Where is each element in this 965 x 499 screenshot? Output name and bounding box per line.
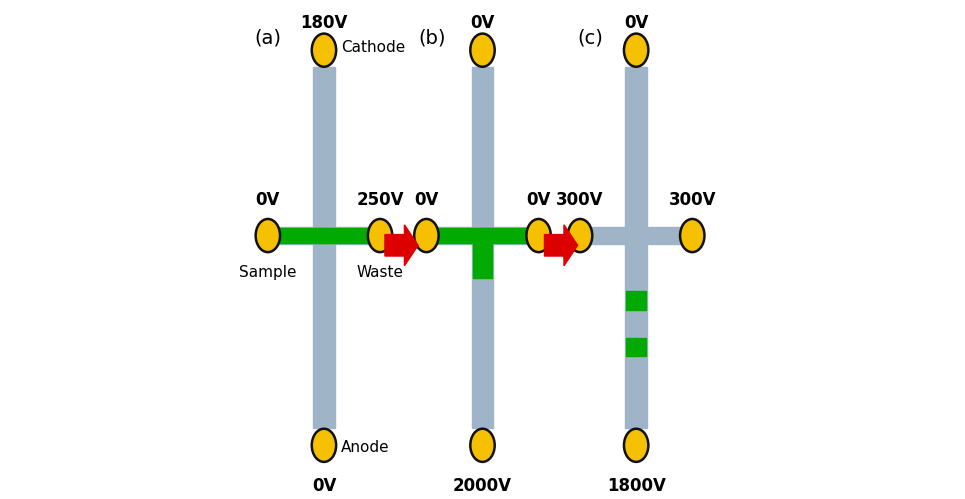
Bar	[473, 245, 492, 278]
Ellipse shape	[312, 429, 336, 462]
Ellipse shape	[414, 219, 439, 252]
Text: 300V: 300V	[556, 191, 604, 209]
Bar	[626, 291, 646, 310]
Polygon shape	[544, 225, 578, 266]
Text: (b): (b)	[418, 28, 446, 47]
Text: 180V: 180V	[300, 13, 347, 31]
Text: (a): (a)	[254, 28, 281, 47]
Ellipse shape	[680, 219, 704, 252]
Text: 0V: 0V	[470, 13, 495, 31]
Text: Cathode: Cathode	[341, 40, 405, 55]
Text: 2000V: 2000V	[453, 477, 512, 495]
Ellipse shape	[368, 219, 392, 252]
Text: Anode: Anode	[341, 440, 390, 455]
Text: 0V: 0V	[256, 191, 280, 209]
Text: 0V: 0V	[624, 13, 648, 31]
Text: 250V: 250V	[356, 191, 403, 209]
Bar	[269, 228, 378, 243]
Text: 0V: 0V	[414, 191, 438, 209]
Bar	[427, 228, 538, 243]
Bar	[427, 227, 538, 245]
Text: 1800V: 1800V	[607, 477, 666, 495]
Bar	[580, 227, 692, 245]
Ellipse shape	[470, 33, 495, 67]
Bar	[626, 337, 646, 356]
Bar	[472, 228, 493, 243]
Polygon shape	[385, 225, 418, 266]
Ellipse shape	[526, 219, 551, 252]
Bar	[314, 67, 335, 428]
Text: 0V: 0V	[527, 191, 551, 209]
Ellipse shape	[624, 33, 648, 67]
Ellipse shape	[567, 219, 593, 252]
Bar	[268, 227, 380, 245]
Ellipse shape	[256, 219, 280, 252]
Bar	[625, 67, 647, 428]
Text: 300V: 300V	[669, 191, 716, 209]
Text: 0V: 0V	[312, 477, 336, 495]
Bar	[314, 228, 335, 243]
Text: Sample: Sample	[239, 265, 296, 280]
Ellipse shape	[470, 429, 495, 462]
Text: (c): (c)	[578, 28, 603, 47]
Ellipse shape	[312, 33, 336, 67]
Bar	[472, 67, 493, 428]
Text: Waste: Waste	[356, 265, 403, 280]
Ellipse shape	[624, 429, 648, 462]
